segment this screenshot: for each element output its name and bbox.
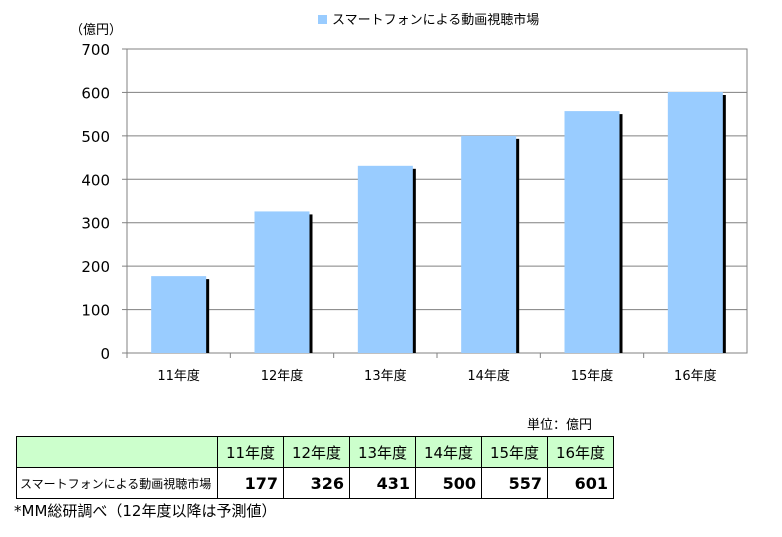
y-tick-label: 400 bbox=[81, 171, 110, 189]
table-value-cell: 431 bbox=[349, 467, 416, 499]
bar bbox=[564, 111, 620, 353]
table-row-label: スマートフォンによる動画視聴市場 bbox=[16, 467, 218, 499]
bar bbox=[151, 276, 207, 353]
table-value-cell: 500 bbox=[415, 467, 482, 499]
table-value-cell: 557 bbox=[481, 467, 548, 499]
source-note: *MM総研調べ（12年度以降は予測値） bbox=[14, 502, 277, 520]
y-tick-label: 300 bbox=[81, 215, 110, 233]
y-tick-label: 200 bbox=[81, 258, 110, 276]
legend-swatch bbox=[318, 15, 327, 24]
table-header-cell: 13年度 bbox=[349, 436, 416, 468]
bar bbox=[254, 211, 310, 353]
y-tick-label: 100 bbox=[81, 302, 110, 320]
table-value-cell: 601 bbox=[547, 467, 614, 499]
x-tick-label: 13年度 bbox=[364, 368, 407, 384]
bars bbox=[151, 91, 726, 353]
table-header-cell: 15年度 bbox=[481, 436, 548, 468]
x-tick-label: 15年度 bbox=[571, 368, 614, 384]
y-tick-labels: 0 100 200 300 400 500 600 700 bbox=[81, 41, 110, 363]
data-table: 11年度 12年度 13年度 14年度 15年度 16年度 スマートフォンによる… bbox=[16, 436, 614, 499]
table-row: スマートフォンによる動画視聴市場 177 326 431 500 557 601 bbox=[16, 467, 614, 499]
bar bbox=[357, 165, 413, 353]
y-unit-label: （億円） bbox=[70, 22, 122, 38]
table-value-cell: 326 bbox=[283, 467, 350, 499]
table-header-cell: 14年度 bbox=[415, 436, 482, 468]
x-tick-label: 14年度 bbox=[467, 368, 510, 384]
plot-area bbox=[126, 48, 748, 354]
x-tick-labels: 11年度 12年度 13年度 14年度 15年度 16年度 bbox=[157, 368, 716, 384]
legend-label: スマートフォンによる動画視聴市場 bbox=[332, 12, 539, 28]
y-tick-label: 600 bbox=[81, 84, 110, 102]
table-value-cell: 177 bbox=[217, 467, 284, 499]
gridlines bbox=[122, 48, 747, 358]
x-tick-label: 11年度 bbox=[157, 368, 200, 384]
x-tick-label: 16年度 bbox=[674, 368, 717, 384]
bar bbox=[667, 91, 723, 353]
table-corner-cell bbox=[16, 436, 218, 468]
y-tick-label: 0 bbox=[100, 345, 110, 363]
table-header-cell: 12年度 bbox=[283, 436, 350, 468]
bar bbox=[461, 135, 517, 353]
x-tick-label: 12年度 bbox=[261, 368, 304, 384]
table-header-cell: 11年度 bbox=[217, 436, 284, 468]
table-unit-label: 単位：億円 bbox=[527, 418, 593, 433]
y-tick-label: 700 bbox=[81, 41, 110, 59]
table-header-cell: 16年度 bbox=[547, 436, 614, 468]
y-tick-label: 500 bbox=[81, 128, 110, 146]
table-header-row: 11年度 12年度 13年度 14年度 15年度 16年度 bbox=[16, 436, 614, 468]
